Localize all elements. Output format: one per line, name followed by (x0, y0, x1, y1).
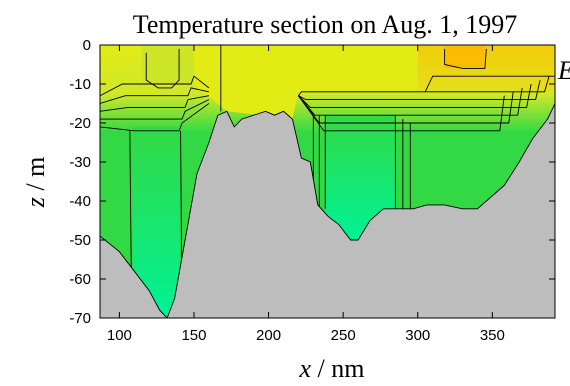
isotherm-10 (298, 79, 541, 101)
x-tick-label-300: 300 (405, 327, 430, 344)
y-tick-label--50: -50 (69, 232, 91, 249)
x-tick-label-350: 350 (480, 327, 505, 344)
y-tick-label--40: -40 (69, 193, 91, 210)
isotherm-2 (100, 87, 209, 104)
seabed-fill (100, 103, 555, 318)
isotherm-11 (298, 83, 532, 108)
isotherm-8 (145, 48, 180, 89)
temperature-field (100, 45, 555, 318)
y-axis: 0 -10 -20 -30 -40 -50 -60 -70 (69, 37, 555, 327)
y-tick-label--30: -30 (69, 154, 91, 171)
x-axis-variable: x (299, 354, 312, 383)
y-axis-variable: z (21, 197, 50, 208)
plot-frame (99, 44, 556, 319)
x-tick-label-150: 150 (181, 327, 206, 344)
x-tick-label-200: 200 (256, 327, 281, 344)
isotherm-4 (100, 99, 210, 120)
isotherm-6 (129, 130, 132, 280)
x-axis-title: x / nm (299, 354, 365, 383)
x-axis-unit: / nm (311, 354, 364, 383)
chart-title: Temperature section on Aug. 1, 1997 (133, 10, 517, 39)
x-tick-label-250: 250 (331, 327, 356, 344)
x-axis: 100 150 200 250 300 350 (107, 45, 505, 344)
y-tick-label--60: -60 (69, 271, 91, 288)
clipped-edge-label: E (557, 56, 570, 85)
isotherm-9 (298, 76, 550, 96)
y-tick-label-0: 0 (83, 37, 91, 54)
y-tick-label--10: -10 (69, 76, 91, 93)
isotherm-14 (298, 95, 505, 132)
seabed-outline (100, 103, 555, 318)
isotherm-12 (298, 87, 523, 116)
isotherm-1 (100, 75, 210, 97)
isotherm-13 (298, 91, 514, 124)
x-tick-label-100: 100 (107, 327, 132, 344)
y-tick-label--70: -70 (69, 310, 91, 327)
isotherm-22 (424, 75, 555, 92)
y-axis-title: z / m (21, 157, 50, 209)
warmest-surface-core (444, 45, 485, 69)
isotherm-5 (100, 103, 210, 132)
warm-shelf-water (193, 45, 418, 120)
isotherm-contours (100, 45, 555, 311)
plot-area (100, 45, 555, 318)
isotherm-21 (444, 48, 487, 69)
y-axis-unit: / m (21, 157, 50, 197)
isotherm-3 (100, 95, 209, 112)
left-surface-patch (141, 45, 194, 84)
y-tick-label--20: -20 (69, 115, 91, 132)
